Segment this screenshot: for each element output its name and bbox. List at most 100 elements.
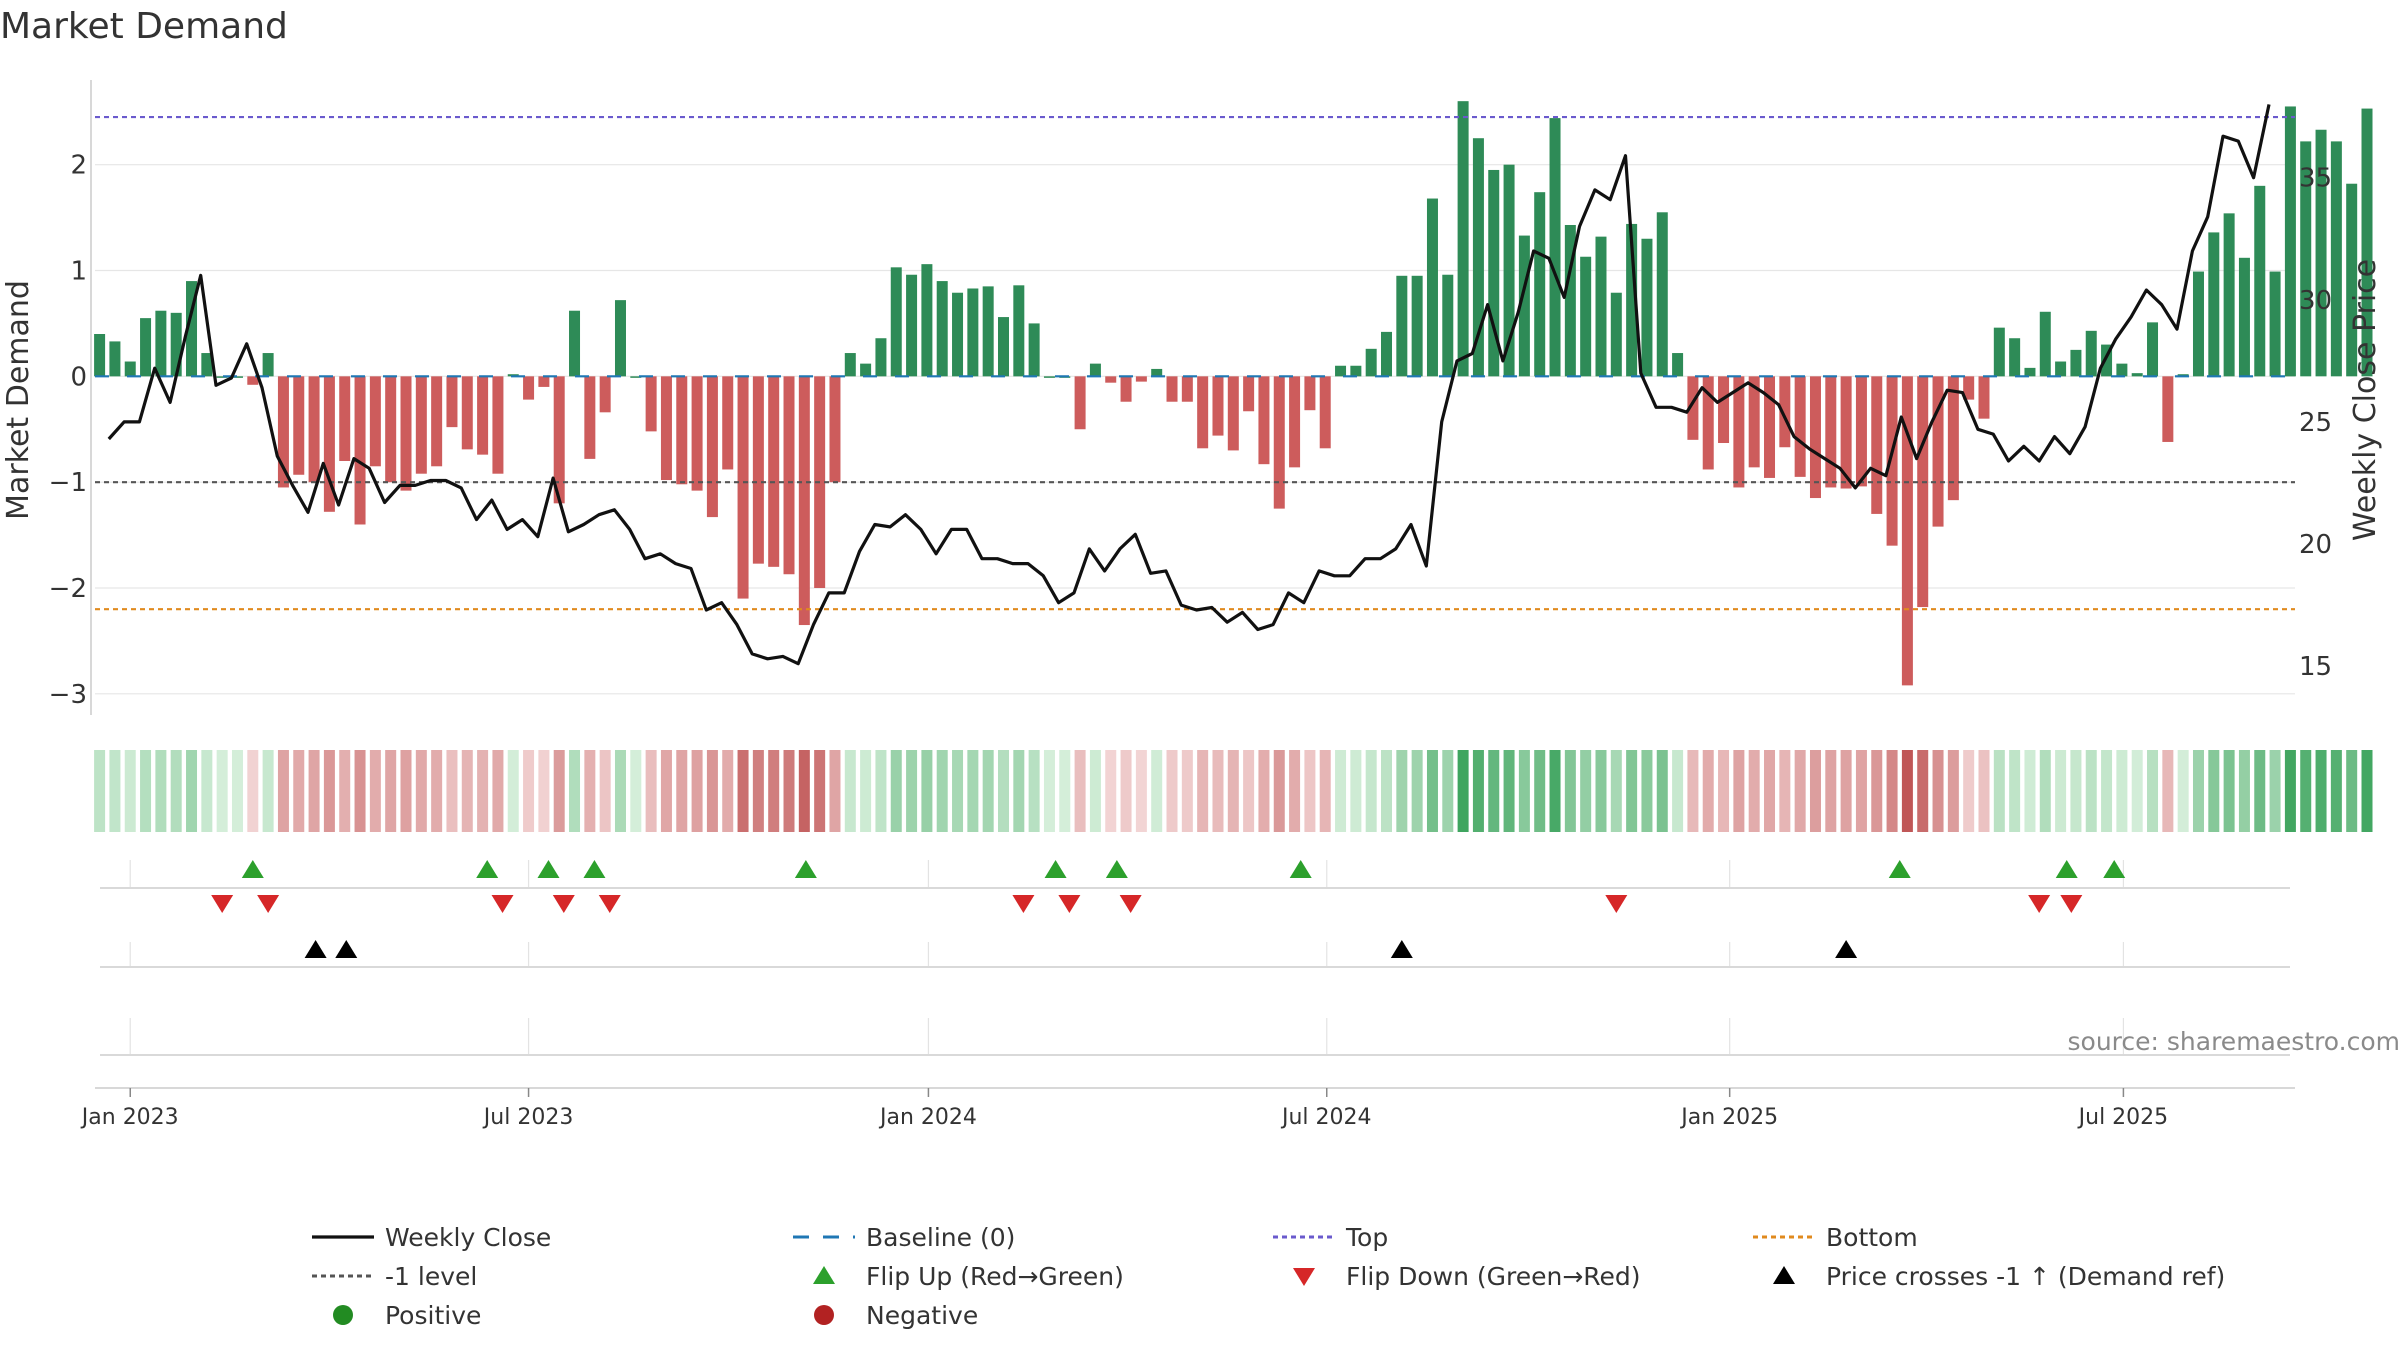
demand-bar	[492, 376, 504, 474]
demand-bar	[982, 286, 994, 377]
demand-bar	[997, 317, 1009, 377]
flip-down-marker	[552, 895, 575, 913]
demand-bar	[2162, 376, 2174, 442]
demand-bar	[1718, 376, 1730, 444]
heat-strip-cell	[1580, 750, 1592, 832]
heat-strip-cell	[706, 750, 718, 832]
heat-strip-cell	[1166, 750, 1178, 832]
legend-label: Bottom	[1826, 1223, 1918, 1252]
demand-bar	[936, 281, 948, 377]
heat-strip-cell	[1901, 750, 1913, 832]
demand-bar	[1335, 365, 1347, 377]
demand-bar	[2223, 213, 2235, 377]
y-left-tick-label: 0	[70, 362, 87, 392]
heat-strip-cell	[1488, 750, 1500, 832]
heat-strip-cell	[936, 750, 948, 832]
demand-bar	[2070, 349, 2082, 377]
heat-strip-cell	[2039, 750, 2051, 832]
heat-strip-cell	[1932, 750, 1944, 832]
heat-strip-cell	[2238, 750, 2250, 832]
demand-bar	[1748, 376, 1760, 468]
heat-strip-cell	[768, 750, 780, 832]
demand-bar	[231, 376, 243, 378]
demand-bar	[676, 376, 688, 485]
y-right-tick-label: 30	[2299, 286, 2332, 316]
demand-bar	[2208, 232, 2220, 377]
y-left-tick-label: 1	[70, 257, 87, 287]
heat-strip-cell	[2208, 750, 2220, 832]
heat-strip-cell	[752, 750, 764, 832]
demand-bar	[1166, 376, 1178, 402]
demand-bar	[446, 376, 458, 428]
heat-strip-cell	[1319, 750, 1331, 832]
demand-bar	[170, 312, 182, 377]
demand-bar	[1993, 327, 2005, 377]
demand-bar	[293, 376, 305, 475]
signal-marker-panels	[100, 860, 2290, 1056]
heat-strip-cell	[660, 750, 672, 832]
demand-bar	[1365, 348, 1377, 377]
demand-bar	[798, 376, 810, 626]
price-cross-marker	[1835, 940, 1858, 958]
heat-strip-cell	[1457, 750, 1469, 832]
heat-strip-cell	[1181, 750, 1193, 832]
demand-bar	[1963, 376, 1975, 400]
heat-strip-cell	[1304, 750, 1316, 832]
demand-bar	[1472, 138, 1484, 377]
demand-bar	[1901, 376, 1913, 686]
demand-bar	[2039, 311, 2051, 377]
demand-bar	[431, 376, 443, 467]
heat-strip-cell	[231, 750, 243, 832]
flip-down-marker	[598, 895, 621, 913]
demand-bar	[2284, 106, 2296, 377]
legend-swatch-triangle-down	[1293, 1268, 1315, 1286]
demand-bar	[1457, 101, 1469, 377]
demand-bar	[2055, 361, 2067, 377]
demand-bar	[1273, 376, 1285, 509]
demand-bar	[1580, 256, 1592, 377]
date-tick-label: Jan 2024	[878, 1105, 977, 1130]
flip-up-marker	[2103, 860, 2126, 878]
heat-strip-cell	[247, 750, 259, 832]
demand-bar	[1978, 376, 1990, 419]
flip-down-marker	[2060, 895, 2083, 913]
heat-strip-cell	[216, 750, 228, 832]
date-tick-label: Jan 2025	[1679, 1105, 1778, 1130]
heat-strip-cell	[415, 750, 427, 832]
heat-strip-cell	[1626, 750, 1638, 832]
heat-strip-cell	[523, 750, 535, 832]
legend-swatch-triangle-up	[1773, 1266, 1795, 1284]
heat-strip-cell	[1764, 750, 1776, 832]
demand-bar	[1932, 376, 1944, 527]
flip-down-marker	[2028, 895, 2051, 913]
heat-strip-cell	[676, 750, 688, 832]
demand-bar	[1871, 376, 1883, 514]
heat-strip-cell	[1105, 750, 1117, 832]
flip-down-marker	[1119, 895, 1142, 913]
heat-strip-cell	[875, 750, 887, 832]
heat-strip-cell	[1963, 750, 1975, 832]
demand-bar	[1426, 198, 1438, 377]
demand-bar	[2330, 141, 2342, 377]
demand-bar	[400, 376, 412, 491]
legend: Weekly Close Baseline (0) Top Bottom -1 leve…	[312, 1223, 2225, 1330]
demand-bar	[1672, 353, 1684, 377]
heat-strip-cell	[1564, 750, 1576, 832]
heat-strip-cell	[1396, 750, 1408, 832]
heat-strip-cell	[1381, 750, 1393, 832]
demand-bar	[1687, 376, 1699, 440]
heat-strip-cell	[614, 750, 626, 832]
heat-strip-cell	[1672, 750, 1684, 832]
heat-strip-cell	[277, 750, 289, 832]
demand-bar	[1043, 376, 1055, 378]
flip-up-marker	[537, 860, 560, 878]
flip-down-marker	[1058, 895, 1081, 913]
heat-strip-cell	[1809, 750, 1821, 832]
heat-strip-cell	[1733, 750, 1745, 832]
weekly-close-line	[107, 104, 2271, 666]
heat-strip-cell	[1503, 750, 1515, 832]
demand-bar	[1733, 376, 1745, 488]
y-right-tick-label: 35	[2299, 164, 2332, 194]
legend-label: Top	[1345, 1223, 1388, 1252]
heat-strip-cell	[1702, 750, 1714, 832]
